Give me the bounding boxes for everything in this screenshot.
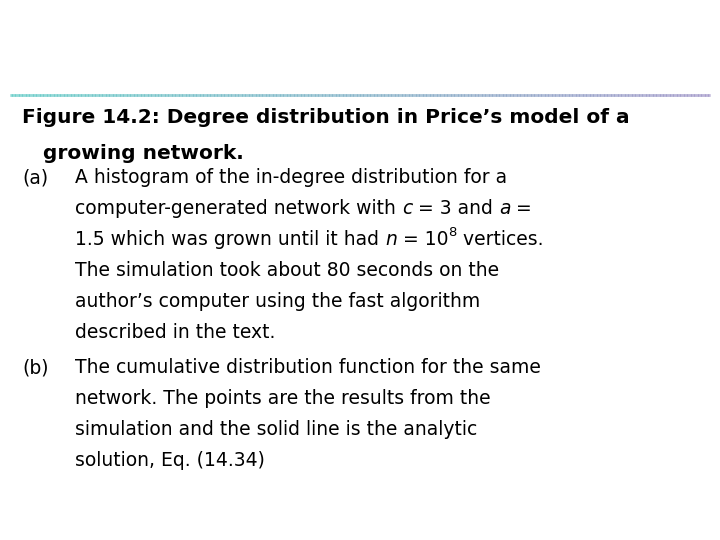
Text: c: c: [402, 199, 412, 218]
Text: (a): (a): [22, 168, 48, 187]
Text: growing network.: growing network.: [22, 144, 244, 163]
Text: a: a: [499, 199, 510, 218]
Text: 8: 8: [449, 226, 456, 239]
Text: (b): (b): [22, 358, 48, 377]
Text: solution, Eq. (14.34): solution, Eq. (14.34): [75, 451, 265, 470]
Text: vertices.: vertices.: [456, 230, 543, 249]
Text: The simulation took about 80 seconds on the: The simulation took about 80 seconds on …: [75, 261, 499, 280]
Text: = 3 and: = 3 and: [412, 199, 499, 218]
Text: author’s computer using the fast algorithm: author’s computer using the fast algorit…: [75, 292, 480, 311]
Text: 1.5 which was grown until it had: 1.5 which was grown until it had: [75, 230, 385, 249]
Text: The cumulative distribution function for the same: The cumulative distribution function for…: [75, 358, 541, 377]
Text: Figure 14.2: Degree distribution in Price’s model of a: Figure 14.2: Degree distribution in Pric…: [22, 108, 629, 127]
Text: described in the text.: described in the text.: [75, 323, 275, 342]
Text: =: =: [510, 199, 532, 218]
Text: = 10: = 10: [397, 230, 449, 249]
Text: A histogram of the in-degree distribution for a: A histogram of the in-degree distributio…: [75, 168, 507, 187]
Text: n: n: [385, 230, 397, 249]
Text: simulation and the solid line is the analytic: simulation and the solid line is the ana…: [75, 420, 477, 439]
Text: computer-generated network with: computer-generated network with: [75, 199, 402, 218]
Text: network. The points are the results from the: network. The points are the results from…: [75, 389, 490, 408]
